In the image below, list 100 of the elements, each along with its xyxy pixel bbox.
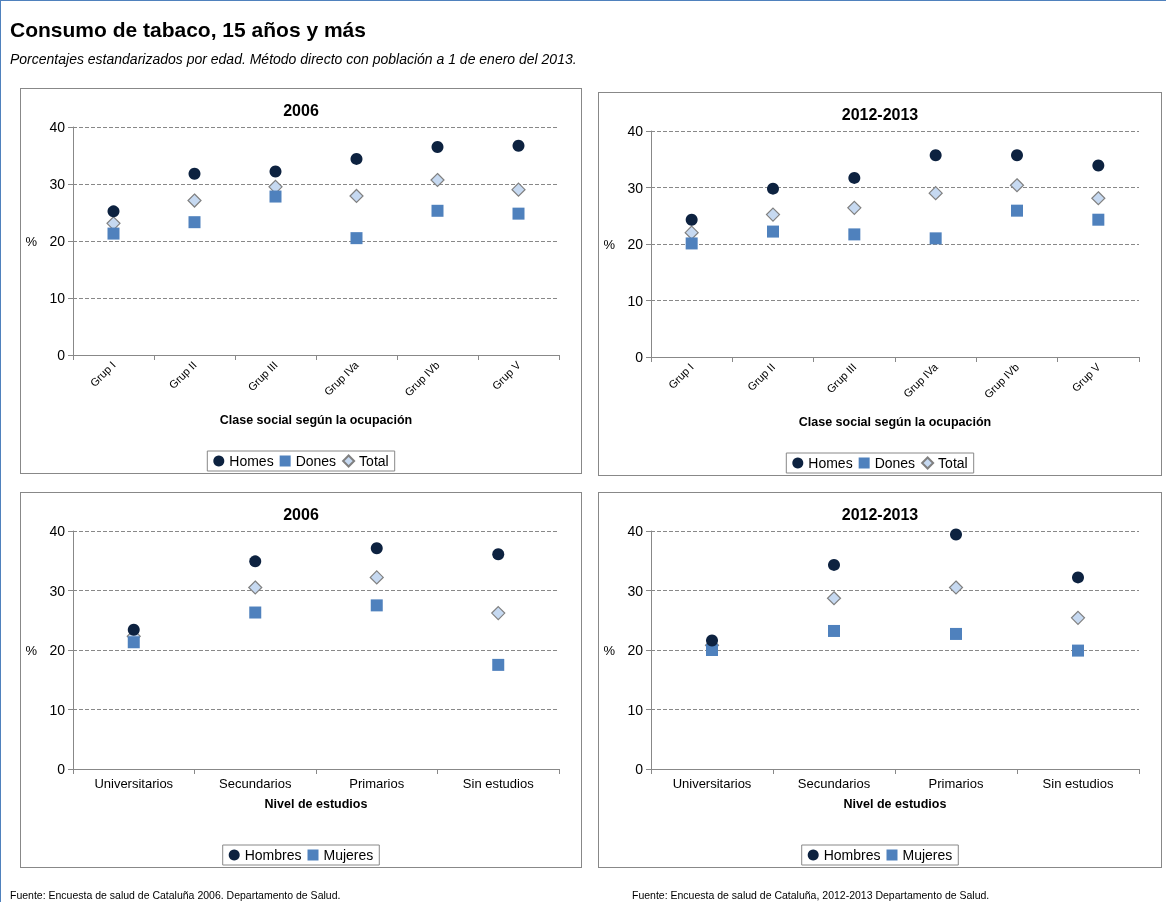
point [512,139,525,152]
point [350,232,363,245]
x-axis-title: Clase social según la ocupación [798,414,992,429]
y-axis-title: % [25,233,38,249]
point [269,190,282,203]
point [430,172,445,188]
x-tick-label: Universitarios [94,776,174,791]
point [767,182,779,195]
y-tick-label: 20 [627,236,644,252]
legend-label: Homes [808,455,853,471]
legend-label: Hombres [823,847,881,863]
point [1092,159,1105,172]
y-axis-title: % [25,642,38,658]
point [370,599,383,612]
point [1011,204,1023,217]
y-tick-label: 0 [57,761,66,777]
point [848,228,861,241]
y-tick-label: 20 [49,642,66,658]
chart-title: 2006 [283,505,319,523]
legend-label: Dones [295,453,337,469]
y-tick-label: 20 [627,642,644,658]
point [431,204,444,217]
point [1072,644,1084,657]
point [188,167,201,180]
point [127,636,140,649]
y-tick-label: 10 [49,701,66,718]
x-tick-label: Secundarios [219,776,292,791]
point [350,152,363,165]
point [948,580,964,595]
point [248,580,263,595]
x-tick-label: Sin estudios [462,776,535,791]
y-tick-label: 40 [49,523,66,539]
point [1011,149,1023,162]
point [107,205,120,218]
chart-title: 2006 [283,101,319,119]
point [828,558,840,571]
point [1009,178,1025,193]
text: Consumo de tabaco, 15 años y más [10,18,366,42]
point [684,225,699,240]
legend-label: Total [359,453,389,469]
y-tick-label: 0 [635,761,644,777]
point [765,207,781,222]
text: Porcentajes estandarizados por edad. Método directo con población a 1 de enero del 2013. [10,51,577,67]
y-tick-label: 30 [627,179,644,196]
point [369,570,384,585]
y-tick-label: 30 [627,582,644,599]
point [928,186,943,201]
point [349,188,364,204]
y-tick-label: 40 [627,123,644,139]
point [685,237,698,250]
point [1091,191,1106,206]
point [370,542,383,555]
y-tick-label: 0 [57,347,66,363]
point [512,207,525,220]
point [1072,571,1084,584]
x-tick-label: Secundarios [797,776,871,791]
y-tick-label: 0 [635,349,644,365]
y-tick-label: 40 [627,523,644,539]
point [491,606,506,621]
point [249,606,262,619]
y-tick-label: 40 [49,119,66,135]
chart-title: 2012-2013 [841,105,919,123]
point [127,623,140,636]
x-tick-label: Universitarios [672,776,752,791]
point [492,548,505,561]
point [1070,610,1086,625]
legend-label: Total [938,455,968,471]
point [107,227,120,240]
legend-label: Dones [874,455,916,471]
point [950,627,962,640]
point [1092,213,1105,226]
point [431,140,444,153]
point [848,171,861,184]
x-axis-title: Clase social según la ocupación [219,412,413,427]
point [249,555,262,568]
point [826,591,842,606]
point [706,644,718,656]
point [188,216,201,229]
chart-title: 2012-2013 [841,505,919,523]
y-tick-label: 30 [49,582,66,599]
legend-label: Hombres [244,847,302,863]
x-tick-label: Primarios [928,776,984,791]
y-tick-label: 20 [49,233,66,249]
point [767,225,779,238]
point [950,528,962,541]
point [511,182,526,197]
y-tick-label: 10 [627,701,644,718]
point [685,213,698,226]
x-axis-title: Nivel de estudios [843,796,947,811]
y-axis-title: % [603,642,616,658]
x-tick-label: Primarios [349,776,405,791]
point [929,149,942,162]
point [187,193,202,208]
legend-label: Mujeres [902,847,953,863]
y-tick-label: 10 [49,290,66,306]
x-axis-title: Nivel de estudios [264,796,368,811]
point [828,624,840,637]
y-axis-title: % [603,236,616,252]
point [492,658,505,671]
point [269,165,282,178]
